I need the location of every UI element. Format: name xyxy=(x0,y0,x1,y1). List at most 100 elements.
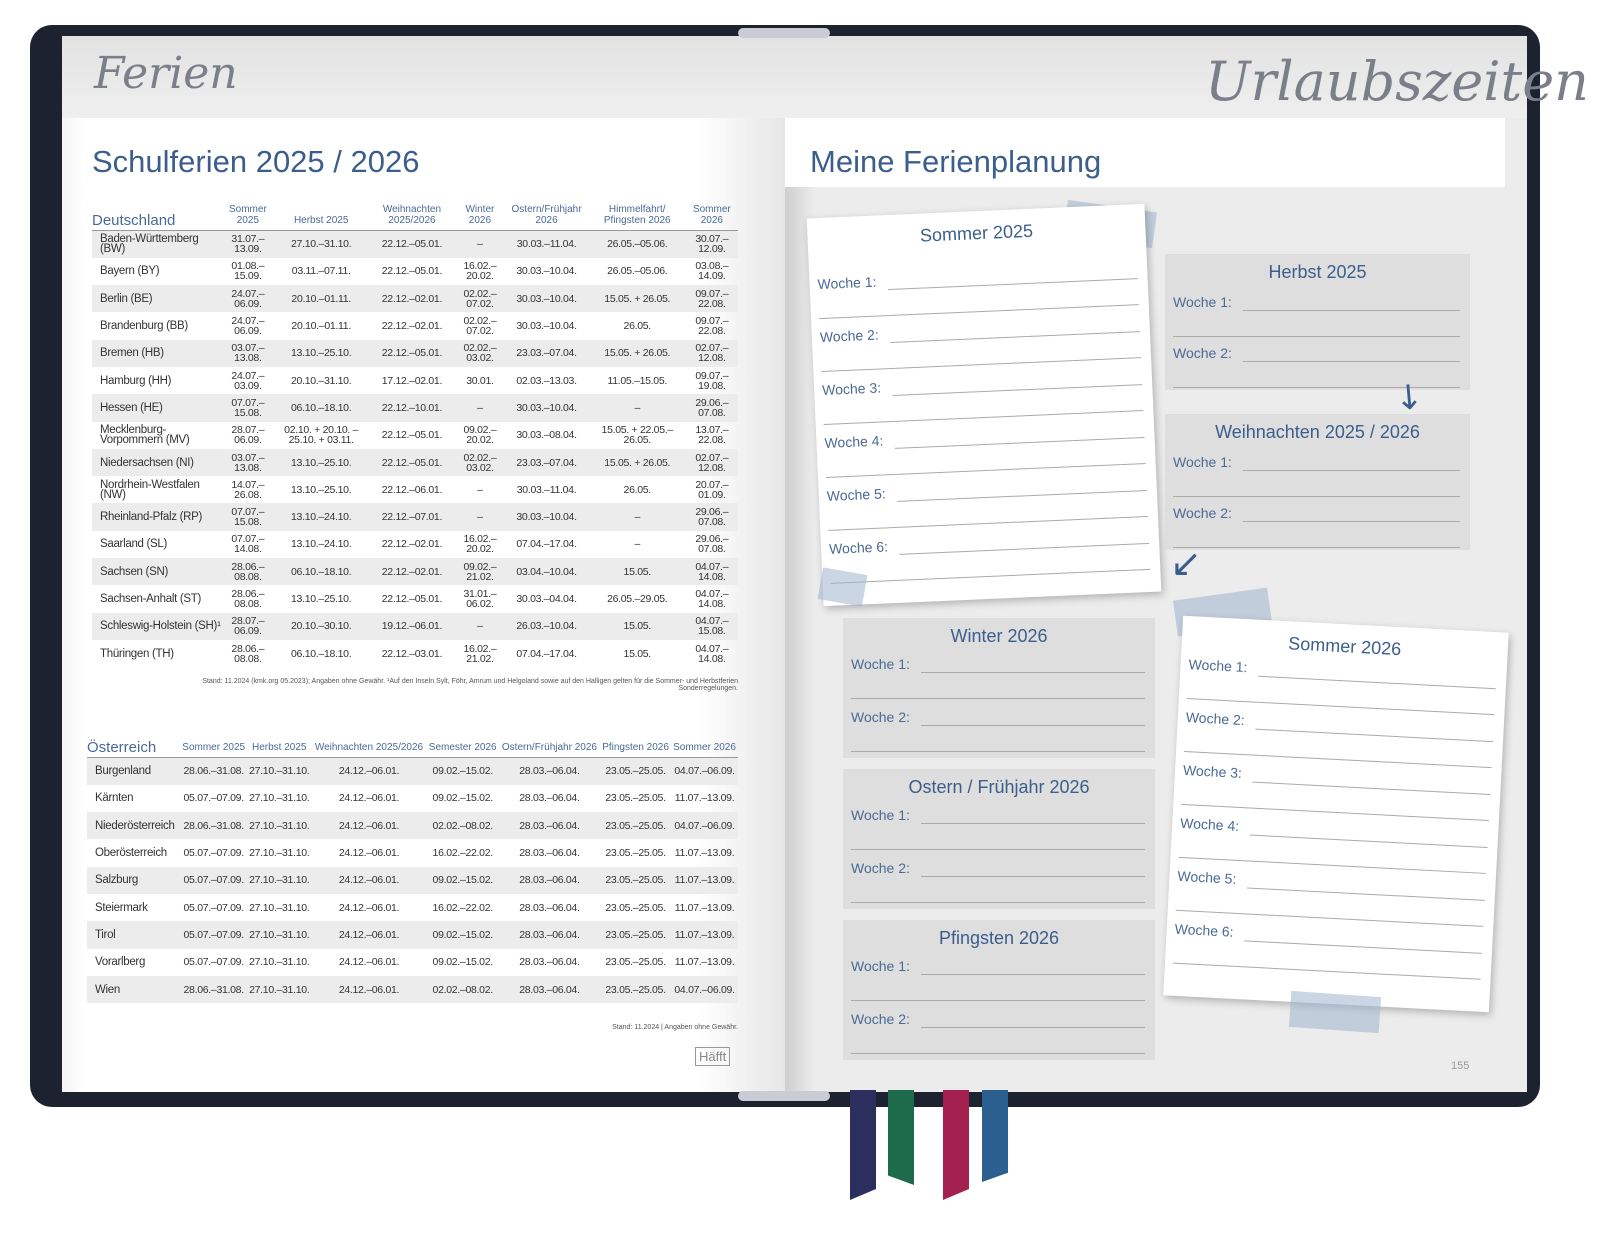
write-line[interactable] xyxy=(921,876,1145,877)
column-header: Sommer 2026 xyxy=(671,742,738,758)
write-line[interactable] xyxy=(890,331,1140,344)
date-cell: 23.05.–25.05. xyxy=(605,901,666,914)
region-name: Salzburg xyxy=(87,866,181,894)
write-line[interactable] xyxy=(1252,781,1491,796)
date-cell: 22.12.–10.01. xyxy=(368,394,456,422)
date-cell: 20.10.–31.10. xyxy=(291,374,352,387)
write-line[interactable] xyxy=(1243,361,1460,362)
week-label: Woche 1: xyxy=(851,807,910,823)
write-line[interactable] xyxy=(851,1000,1145,1001)
write-line[interactable] xyxy=(1255,728,1494,743)
table-row: Oberösterreich 05.07.–07.09. 27.10.–31.10.… xyxy=(87,839,738,866)
date-cell: 22.12.–02.01. xyxy=(381,538,443,551)
date-cell: 29.06.–07.08. xyxy=(685,503,738,531)
week-entry-line[interactable]: Woche 2: xyxy=(851,1011,1145,1063)
region-name: Nordrhein-Westfalen (NW) xyxy=(100,478,200,501)
write-line[interactable] xyxy=(1243,470,1460,471)
write-line[interactable] xyxy=(1173,336,1460,337)
date-cell: 23.05.–25.05. xyxy=(600,975,672,1004)
date-cell: 16.02.–20.02. xyxy=(463,260,497,283)
write-line[interactable] xyxy=(851,902,1145,903)
date-cell: 05.07.–07.09. xyxy=(183,792,245,805)
date-cell: 20.10.–30.10. xyxy=(274,612,369,640)
week-entry-line[interactable]: Woche 1: xyxy=(1173,294,1460,346)
date-cell: 20.10.–01.11. xyxy=(291,320,351,333)
left-page: Ferien Schulferien 2025 / 2026 Deutschla… xyxy=(62,36,785,1092)
region-name: Rheinland-Pfalz (RP) xyxy=(92,503,222,531)
column-header: Sommer 2025 xyxy=(221,204,275,231)
bookmark-ribbon[interactable] xyxy=(888,1090,914,1185)
write-line[interactable] xyxy=(921,974,1145,975)
write-line[interactable] xyxy=(851,751,1145,752)
write-line[interactable] xyxy=(921,1027,1145,1028)
date-cell: 30.01. xyxy=(466,374,494,387)
region-name: Oberösterreich xyxy=(95,847,167,860)
write-line[interactable] xyxy=(887,278,1138,291)
region-name: Steiermark xyxy=(95,901,148,914)
date-cell: 24.12.–06.01. xyxy=(311,812,427,840)
write-line[interactable] xyxy=(1173,547,1460,548)
write-line[interactable] xyxy=(851,849,1145,850)
week-entry-line[interactable]: Woche 2: xyxy=(1173,505,1460,557)
table-region-header: Deutschland xyxy=(92,204,222,231)
write-line[interactable] xyxy=(921,672,1145,673)
write-line[interactable] xyxy=(851,698,1145,699)
date-cell: 27.10.–31.10. xyxy=(247,866,312,894)
write-line[interactable] xyxy=(851,1053,1145,1054)
date-cell: 11.07.–13.09. xyxy=(674,901,735,914)
write-line[interactable] xyxy=(1249,834,1488,848)
bookmark-ribbon[interactable] xyxy=(943,1090,969,1200)
write-line[interactable] xyxy=(1246,887,1485,901)
write-line[interactable] xyxy=(892,384,1143,396)
table-row: Wien 28.06.–31.08. 27.10.–31.10. 24.12.–06.… xyxy=(87,975,738,1004)
card-herbst-2025: Herbst 2025 Woche 1: Woche 2: xyxy=(1165,254,1470,390)
write-line[interactable] xyxy=(1172,962,1481,980)
table-row: Hamburg (HH) 24.07.–03.09. 20.10.–31.10. 17… xyxy=(92,367,738,394)
week-entry-line[interactable]: Woche 1: xyxy=(851,656,1145,708)
week-entry-line[interactable]: Woche 2: xyxy=(1173,345,1460,397)
write-line[interactable] xyxy=(1243,310,1460,311)
date-cell: 04.07.–06.09. xyxy=(671,757,738,785)
bookmark-ribbon[interactable] xyxy=(982,1090,1008,1182)
date-cell: 28.06.–08.08. xyxy=(231,642,265,665)
write-line[interactable] xyxy=(1173,387,1460,388)
week-entry-line[interactable]: Woche 1: xyxy=(851,807,1145,859)
date-cell: 23.05.–25.05. xyxy=(605,956,666,969)
week-entry-line[interactable]: Woche 1: xyxy=(851,958,1145,1010)
date-cell: 29.06.–07.08. xyxy=(685,394,738,422)
week-entry-line[interactable]: Woche 2: xyxy=(851,860,1145,912)
date-cell: 06.10.–18.10. xyxy=(274,394,369,422)
region-name: Niederösterreich xyxy=(87,812,181,840)
write-line[interactable] xyxy=(897,489,1147,502)
write-line[interactable] xyxy=(830,568,1151,584)
date-cell: 16.02.–21.02. xyxy=(463,642,497,665)
region-name: Mecklenburg-Vorpommern (MV) xyxy=(100,424,190,447)
write-line[interactable] xyxy=(1243,521,1460,522)
bookmark-ribbon[interactable] xyxy=(850,1090,876,1200)
write-line[interactable] xyxy=(1258,675,1496,690)
table-row: Sachsen (SN) 28.06.–08.08. 06.10.–18.10. 22… xyxy=(92,558,738,586)
week-label: Woche 5: xyxy=(826,485,887,504)
write-line[interactable] xyxy=(1244,940,1482,954)
week-label: Woche 2: xyxy=(851,860,910,876)
date-cell: 27.10.–31.10. xyxy=(247,921,312,949)
date-cell: 02.03.–13.03. xyxy=(516,374,577,387)
card-title: Ostern / Frühjahr 2026 xyxy=(908,777,1090,797)
date-cell: 24.07.–06.09. xyxy=(231,315,265,338)
week-label: Woche 1: xyxy=(1173,454,1232,470)
write-line[interactable] xyxy=(894,437,1145,449)
week-entry-line[interactable]: Woche 1: xyxy=(1173,454,1460,506)
write-line[interactable] xyxy=(921,725,1145,726)
date-cell: 28.03.–06.04. xyxy=(498,812,601,840)
date-cell: 05.07.–07.09. xyxy=(183,956,245,969)
write-line[interactable] xyxy=(1173,496,1460,497)
write-line[interactable] xyxy=(899,542,1150,555)
week-entry-line[interactable]: Woche 2: xyxy=(851,709,1145,761)
date-cell: 28.06.–08.08. xyxy=(221,558,275,586)
column-header: Pfingsten 2026 xyxy=(600,742,672,758)
column-header: Semester 2026 xyxy=(426,742,499,758)
date-cell: 30.03.–11.04. xyxy=(504,230,589,258)
write-line[interactable] xyxy=(921,823,1145,824)
date-cell: 27.10.–31.10. xyxy=(249,956,310,969)
date-cell: 26.05.–05.06. xyxy=(588,230,686,258)
